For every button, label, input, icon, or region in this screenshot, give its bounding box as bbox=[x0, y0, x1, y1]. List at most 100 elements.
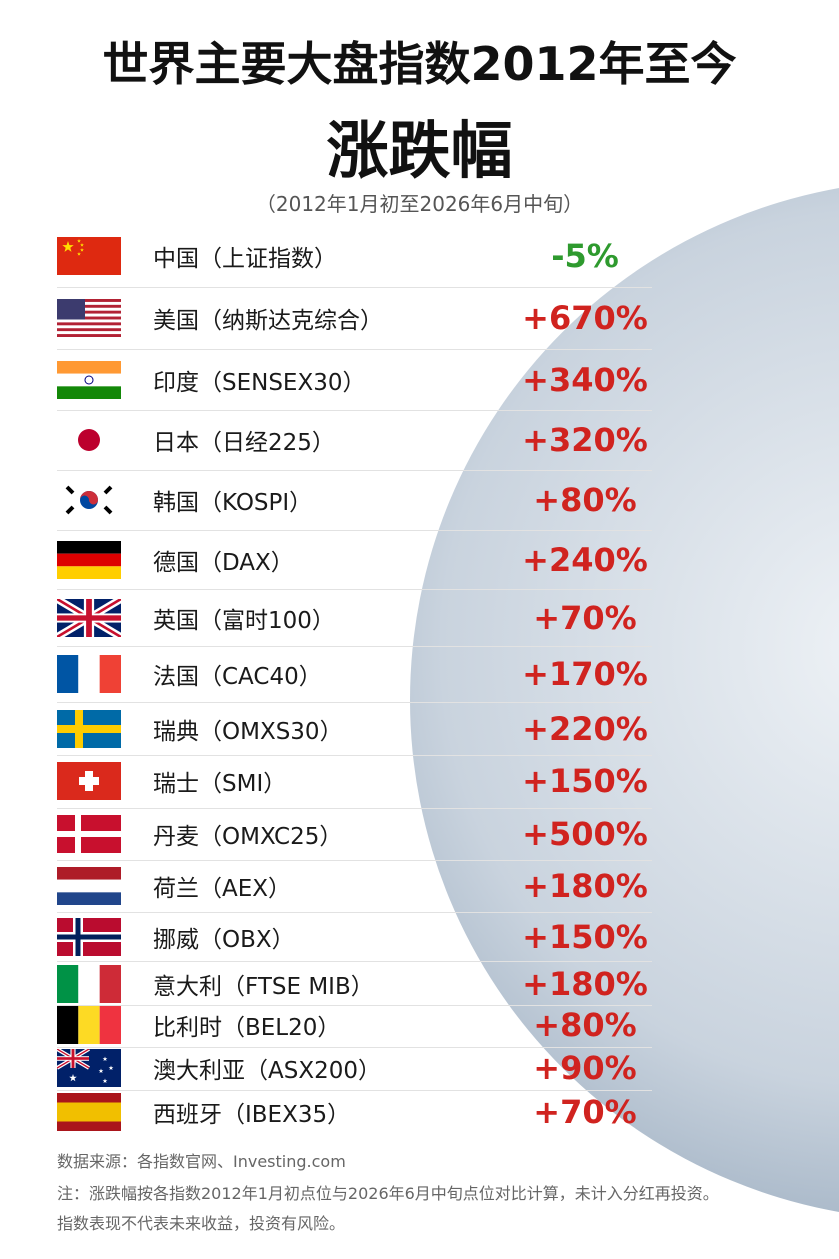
row-separator bbox=[57, 589, 652, 590]
flag bbox=[57, 918, 121, 956]
flag bbox=[57, 361, 121, 399]
flag-shape bbox=[78, 1006, 100, 1044]
flag bbox=[57, 710, 121, 748]
change: -5% bbox=[551, 237, 619, 275]
row-separator bbox=[57, 860, 652, 861]
flag bbox=[57, 599, 121, 637]
flag-shape bbox=[57, 307, 121, 311]
change: +220% bbox=[522, 710, 648, 748]
flag-shape bbox=[78, 655, 100, 693]
flag-shape bbox=[57, 331, 121, 335]
flag-shape bbox=[57, 1121, 121, 1131]
flag-shape bbox=[77, 239, 81, 243]
flag bbox=[57, 867, 121, 905]
flag-shape bbox=[78, 965, 100, 1003]
index-name: 中国（上证指数） bbox=[153, 246, 337, 272]
flag-shape bbox=[57, 553, 121, 567]
flag-shape bbox=[57, 655, 79, 693]
flag bbox=[57, 481, 121, 519]
flag-shape bbox=[57, 1093, 121, 1103]
index-name: 印度（SENSEX30） bbox=[153, 370, 366, 396]
change: +150% bbox=[522, 918, 648, 956]
flag bbox=[57, 762, 121, 800]
note: 注：涨跌幅按各指数2012年1月初点位与2026年6月中旬点位对比计算，未计入分… bbox=[57, 1184, 719, 1203]
source: 数据来源：各指数官网、Investing.com bbox=[57, 1152, 346, 1171]
title: 世界主要大盘指数2012年至今 bbox=[102, 37, 737, 91]
flag bbox=[57, 299, 121, 337]
flag-shape bbox=[57, 334, 121, 337]
index-name: 韩国（KOSPI） bbox=[153, 490, 313, 516]
index-name: 法国（CAC40） bbox=[153, 664, 322, 690]
row-separator bbox=[57, 646, 652, 647]
change: +70% bbox=[533, 599, 637, 637]
flag-shape bbox=[57, 879, 121, 893]
flag bbox=[57, 1093, 121, 1131]
index-name: 澳大利亚（ASX200） bbox=[153, 1058, 381, 1084]
flag-shape bbox=[57, 386, 121, 399]
flag-shape bbox=[85, 376, 93, 384]
risk: 指数表现不代表未来收益，投资有风险。 bbox=[57, 1214, 346, 1233]
row-separator bbox=[57, 702, 652, 703]
flag-shape bbox=[57, 541, 121, 554]
flag-shape bbox=[80, 248, 84, 252]
flag-shape bbox=[86, 599, 92, 637]
flag-shape bbox=[57, 301, 121, 306]
change: +80% bbox=[533, 481, 637, 519]
row-separator bbox=[57, 410, 652, 411]
subtitle: （2012年1月初至2026年6月中旬） bbox=[255, 192, 584, 216]
flag-shape bbox=[69, 1074, 77, 1082]
change: +170% bbox=[522, 655, 648, 693]
flag-shape bbox=[102, 1078, 108, 1083]
change: +670% bbox=[522, 299, 648, 337]
flag-shape bbox=[99, 1006, 121, 1044]
change: +180% bbox=[522, 965, 648, 1003]
change: +150% bbox=[522, 762, 648, 800]
flag-shape bbox=[57, 934, 121, 940]
flag-shape bbox=[80, 491, 98, 505]
index-name: 瑞士（SMI） bbox=[153, 771, 287, 797]
index-name: 英国（富时100） bbox=[153, 608, 335, 634]
flag-shape bbox=[57, 361, 121, 374]
row-separator bbox=[57, 287, 652, 288]
index-name: 西班牙（IBEX35） bbox=[153, 1102, 351, 1128]
flag bbox=[57, 655, 121, 693]
index-name: 瑞典（OMXS30） bbox=[153, 719, 343, 745]
index-name: 日本（日经225） bbox=[153, 430, 335, 456]
index-name: 德国（DAX） bbox=[153, 550, 294, 576]
row-separator bbox=[57, 755, 652, 756]
flag-shape bbox=[57, 566, 121, 579]
flag-shape bbox=[108, 1065, 114, 1070]
row-separator bbox=[57, 1047, 652, 1048]
flag bbox=[57, 421, 121, 459]
flag-shape bbox=[57, 299, 85, 320]
row-separator bbox=[57, 961, 652, 962]
flag-shape bbox=[57, 237, 121, 275]
flag-shape bbox=[57, 319, 121, 323]
row-separator bbox=[57, 808, 652, 809]
flag-shape bbox=[99, 965, 121, 1003]
change: +340% bbox=[522, 361, 648, 399]
flag-shape bbox=[103, 485, 113, 495]
flag-shape bbox=[57, 322, 121, 326]
flag-shape bbox=[57, 310, 121, 314]
change: +70% bbox=[533, 1093, 637, 1131]
flag-shape bbox=[57, 313, 121, 317]
flag bbox=[57, 1006, 121, 1044]
row-separator bbox=[57, 1005, 652, 1006]
index-name: 荷兰（AEX） bbox=[153, 876, 292, 902]
flag-shape bbox=[57, 965, 79, 1003]
flag-shape bbox=[79, 777, 99, 785]
index-name: 意大利（FTSE MIB） bbox=[153, 974, 374, 1000]
index-name: 丹麦（OMXC25） bbox=[153, 824, 343, 850]
change: +500% bbox=[522, 815, 648, 853]
change: +80% bbox=[533, 1006, 637, 1044]
earth bbox=[410, 188, 839, 1212]
flag bbox=[57, 815, 121, 853]
row-separator bbox=[57, 470, 652, 471]
index-name: 美国（纳斯达克综合） bbox=[153, 308, 383, 334]
flag-shape bbox=[65, 485, 75, 495]
row-separator bbox=[57, 1090, 652, 1091]
row-separator bbox=[57, 912, 652, 913]
flag-shape bbox=[57, 304, 121, 308]
